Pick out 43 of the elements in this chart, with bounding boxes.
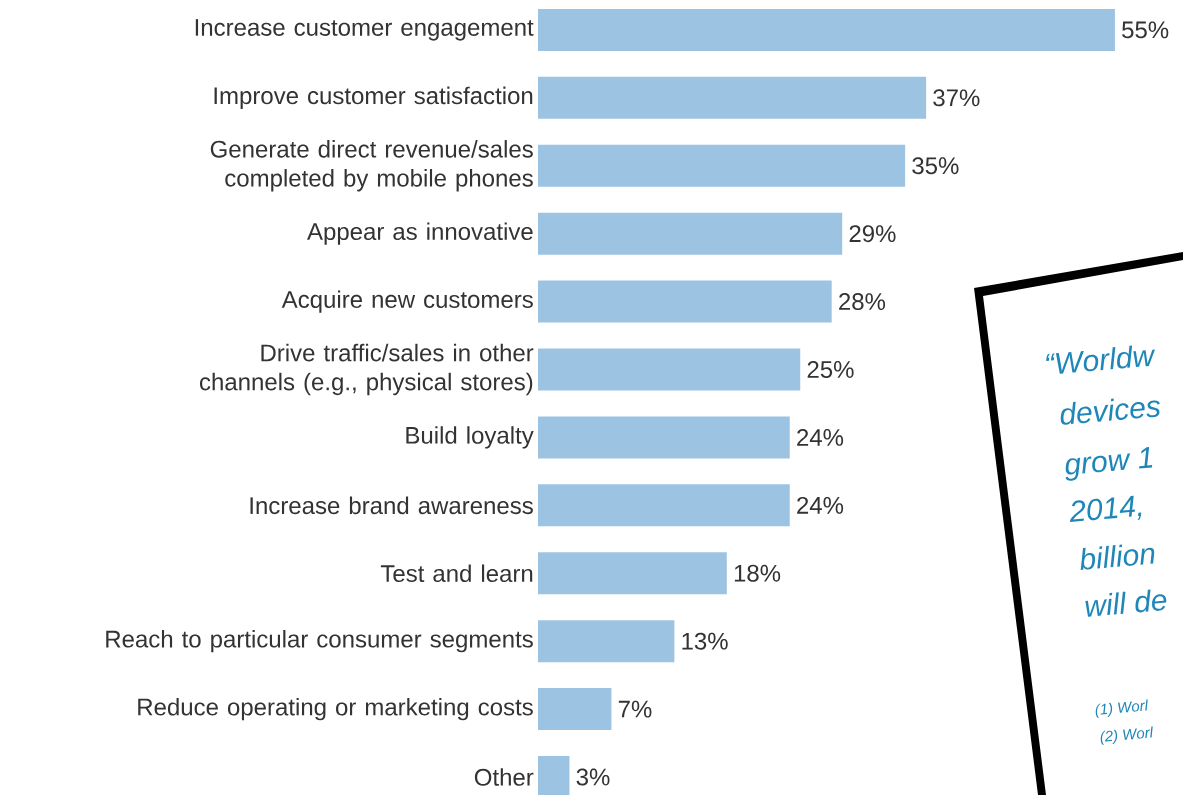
y-tick-label: Acquire new customers [281, 290, 533, 313]
annotation: will de [1085, 589, 1167, 617]
y-tick-label: Drive traffic/sales in other channels (e.g., physical stores) [200, 343, 534, 396]
data-label: 24% [797, 496, 844, 514]
bar [538, 76, 927, 119]
bar [538, 144, 906, 187]
y-tick-label: Generate direct revenue/sales completed by mobile phones [210, 140, 533, 192]
y-tick-label: Appear as innovative [307, 222, 533, 245]
data-label: 7% [618, 700, 652, 718]
annotation: devices [1060, 398, 1160, 425]
bar [538, 212, 843, 255]
data-label: 25% [807, 361, 854, 378]
bar [538, 416, 790, 459]
data-label: 28% [839, 293, 886, 311]
annotation: 2014, [1070, 495, 1142, 522]
y-tick-label: Reduce operating or marketing costs [138, 697, 533, 721]
annotation: (2) Worl [1100, 726, 1153, 745]
y-tick-label: Increase brand awareness [250, 496, 533, 515]
data-label: 55% [1122, 21, 1169, 39]
bar [538, 620, 675, 663]
y-tick-label: Reach to particular consumer segments [106, 629, 533, 653]
y-tick-label: Increase customer engagement [195, 19, 534, 41]
annotation: “Worldw [1046, 345, 1155, 374]
annotation: grow 1 [1065, 446, 1153, 481]
data-label: 35% [912, 157, 959, 175]
bar [538, 348, 801, 391]
bar [538, 484, 790, 527]
annotation: billion [1080, 544, 1155, 570]
data-label: 3% [576, 768, 610, 786]
bar [538, 8, 1115, 51]
data-label: 24% [797, 428, 844, 446]
data-label: 29% [849, 225, 896, 243]
data-label: 37% [933, 89, 980, 107]
y-tick-label: Build loyalty [406, 426, 534, 449]
y-tick-label: Improve customer satisfaction [214, 86, 533, 109]
data-label: 13% [682, 632, 728, 650]
bar [538, 688, 612, 731]
bar [538, 552, 727, 595]
bar [538, 280, 832, 323]
data-label: 18% [734, 564, 781, 582]
y-tick-label: Other [474, 768, 534, 786]
y-tick-label: Test and learn [380, 564, 533, 583]
annotation: (1) Worl [1095, 699, 1148, 718]
